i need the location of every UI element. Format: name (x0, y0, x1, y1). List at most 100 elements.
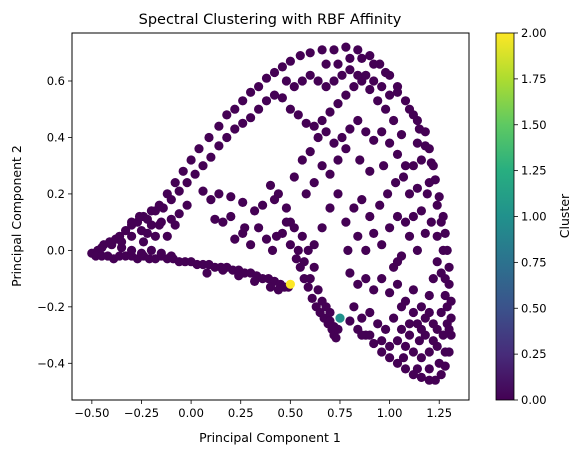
data-point (432, 231, 442, 241)
colorbar-tick-label: 1.75 (521, 72, 547, 86)
data-point (273, 285, 283, 295)
data-point (369, 338, 379, 349)
data-point (198, 186, 208, 196)
data-point (178, 166, 188, 176)
data-point (428, 274, 438, 284)
data-point (297, 76, 307, 86)
data-point (442, 302, 452, 312)
data-point (385, 90, 395, 100)
data-point (174, 186, 184, 196)
data-point (202, 268, 212, 278)
colorbar-axis: 0.00 0.25 0.50 0.75 1.00 1.25 1.50 1.75 2.00 (514, 26, 547, 407)
data-point (357, 330, 367, 340)
data-point (333, 59, 343, 69)
data-point (154, 220, 164, 230)
data-point (210, 214, 220, 224)
data-point (313, 132, 323, 143)
data-point (361, 274, 371, 284)
data-point (230, 104, 240, 114)
data-point (331, 333, 341, 343)
data-point (404, 104, 415, 114)
data-point (392, 257, 403, 267)
data-point (424, 290, 434, 301)
data-point (285, 104, 295, 114)
x-tick-label: 0.75 (327, 406, 353, 420)
data-point (261, 96, 272, 106)
data-point (420, 127, 430, 137)
data-point (365, 307, 375, 318)
data-point (313, 285, 323, 295)
data-point (127, 231, 137, 241)
data-point (369, 285, 379, 295)
data-point (389, 115, 399, 126)
data-point (404, 330, 415, 340)
data-point (341, 144, 351, 154)
data-point (273, 189, 283, 199)
data-point (309, 240, 319, 250)
data-point (337, 70, 347, 80)
data-point (206, 152, 216, 162)
data-point (238, 96, 248, 106)
data-point (432, 200, 442, 210)
data-point (226, 192, 236, 202)
colorbar-tick-label: 1.25 (521, 164, 547, 178)
data-point (392, 279, 403, 289)
y-tick-label: 0.2 (47, 187, 65, 201)
data-point (254, 104, 264, 114)
data-point (416, 206, 426, 216)
data-point (317, 161, 327, 171)
data-point (424, 178, 434, 188)
data-point (391, 178, 401, 188)
data-point (404, 231, 415, 241)
data-point (412, 138, 422, 148)
x-tick-label: 0.00 (178, 406, 204, 420)
data-point (246, 113, 256, 123)
data-point (396, 302, 407, 312)
data-point (345, 316, 355, 326)
data-point (170, 220, 180, 230)
data-point (365, 166, 375, 176)
x-axis-label: Principal Component 1 (199, 430, 341, 445)
data-point (389, 313, 399, 323)
data-point (349, 203, 359, 213)
data-point (285, 240, 295, 250)
data-point (420, 228, 430, 238)
data-point (444, 324, 454, 334)
data-point (174, 209, 184, 219)
data-point (341, 217, 351, 227)
data-point (136, 248, 147, 258)
data-point (321, 82, 331, 92)
data-point (329, 76, 339, 86)
x-tick-label: 0.25 (228, 406, 254, 420)
data-point (353, 279, 363, 289)
data-point (218, 217, 228, 227)
data-point (289, 172, 299, 182)
data-point (329, 322, 339, 332)
data-point (438, 330, 448, 340)
data-point (246, 87, 256, 97)
data-point (369, 135, 379, 145)
data-point (309, 262, 319, 272)
data-point (134, 211, 145, 222)
data-point (333, 99, 343, 109)
data-point (416, 302, 426, 312)
data-point (341, 42, 351, 52)
data-point (230, 234, 240, 244)
data-point (317, 115, 327, 126)
data-point (377, 127, 387, 137)
data-point (434, 358, 444, 368)
data-point (396, 324, 407, 334)
data-point (440, 290, 450, 301)
data-point (204, 132, 214, 143)
data-point (214, 141, 224, 151)
data-point (343, 245, 353, 255)
data-point (170, 178, 180, 188)
data-point (295, 51, 305, 61)
data-point (277, 93, 287, 103)
data-point (440, 347, 450, 357)
data-point (440, 274, 450, 284)
data-point (305, 274, 315, 284)
data-point (142, 228, 152, 238)
data-point (379, 161, 389, 171)
